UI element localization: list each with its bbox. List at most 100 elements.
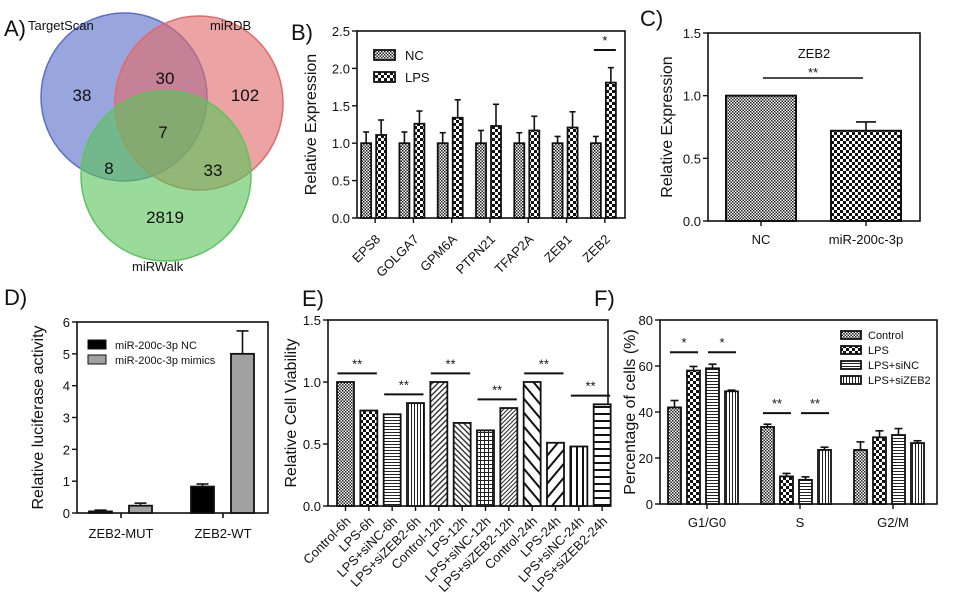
panel-label-b: B) — [291, 20, 313, 45]
bar — [88, 510, 113, 514]
bar — [686, 369, 701, 505]
venn-circle-mirwalk — [80, 90, 252, 262]
legend-swatch — [840, 330, 862, 340]
chart-c: 0.0 0.5 1.0 1.5 Relative Expression NC miR-200… — [659, 26, 921, 247]
bar — [475, 142, 487, 219]
legend-label: miR-200c-3p NC — [115, 340, 197, 352]
y-tick-label: 0 — [646, 497, 653, 512]
significance-mark: ** — [352, 356, 362, 371]
x-tick-label: ZEB2-MUT — [89, 526, 154, 541]
bar — [798, 478, 813, 505]
venn-region-count: 8 — [104, 159, 113, 178]
legend-swatch — [840, 360, 862, 370]
significance-mark: ** — [808, 65, 818, 80]
x-tick-label: S — [796, 515, 805, 530]
y-tick-label: 1.0 — [683, 89, 701, 104]
y-axis-label: Relative luciferase activity — [30, 325, 47, 509]
bar — [551, 142, 564, 219]
bar — [566, 126, 579, 219]
y-tick-label: 1 — [63, 474, 70, 489]
legend-swatch — [87, 354, 107, 365]
y-tick-label: 0.5 — [683, 151, 701, 166]
bar — [528, 129, 541, 219]
y-tick-label: 20 — [639, 451, 653, 466]
legend-label: LPS — [868, 345, 889, 357]
y-tick-label: 60 — [639, 359, 653, 374]
chart-d: 0 1 2 3 4 5 6 Relative luciferase activity ZEB2-… — [30, 315, 269, 541]
legend-swatch — [840, 345, 862, 355]
x-tick-label: NC — [752, 232, 771, 247]
bar — [360, 142, 373, 219]
bar — [359, 409, 379, 507]
y-tick-label: 0.5 — [332, 174, 350, 189]
venn-set-label: TargetScan — [28, 18, 94, 33]
bar — [513, 142, 526, 219]
legend-swatch — [87, 339, 107, 350]
bar — [230, 352, 255, 514]
y-tick-label: 40 — [639, 405, 653, 420]
x-tick-label: TFAP2A — [492, 231, 537, 276]
panel-label-c: C) — [640, 6, 663, 31]
bar — [452, 422, 472, 507]
bar — [872, 436, 887, 505]
bar — [569, 445, 589, 507]
y-tick-label: 1.5 — [332, 99, 350, 114]
chart-title: ZEB2 — [798, 46, 831, 61]
significance-mark: ** — [445, 356, 455, 371]
bar — [779, 475, 794, 505]
significance-mark: ** — [585, 379, 595, 394]
x-tick-label: G1/G0 — [688, 515, 726, 530]
bar — [190, 485, 215, 514]
panel-label-a: A) — [4, 16, 26, 41]
significance-mark: * — [719, 335, 724, 350]
x-tick-label: ZEB2 — [579, 232, 613, 266]
y-tick-label: 0.0 — [303, 499, 321, 514]
venn-region-count: 7 — [158, 123, 167, 142]
y-axis-label: Relative Expression — [659, 56, 676, 197]
y-tick-label: 1.0 — [332, 136, 350, 151]
significance-mark: * — [602, 33, 607, 48]
legend-label: LPS — [405, 70, 430, 85]
significance-mark: ** — [399, 377, 409, 392]
legend-label: NC — [405, 48, 424, 63]
x-tick-label: G2/M — [877, 515, 909, 530]
legend-label: miR-200c-3p mimics — [115, 355, 216, 367]
x-tick-label: PTPN21 — [453, 232, 498, 277]
venn-region-count: 102 — [231, 86, 259, 105]
y-axis-label: Relative Expression — [303, 54, 320, 195]
y-tick-label: 5 — [63, 347, 70, 362]
y-tick-label: 2.0 — [332, 61, 350, 76]
y-tick-label: 6 — [63, 315, 70, 330]
bar — [429, 381, 449, 507]
legend-swatch — [373, 71, 396, 83]
legend-swatch — [373, 49, 396, 61]
x-tick-label: miR-200c-3p — [829, 232, 903, 247]
bar — [451, 116, 464, 219]
panel-label-d: D) — [4, 285, 27, 310]
legend-label: LPS+siNC — [868, 360, 919, 372]
y-tick-label: 0.0 — [683, 214, 701, 229]
venn-region-count: 30 — [156, 69, 175, 88]
legend-swatch — [840, 375, 862, 385]
y-tick-label: 1.0 — [303, 375, 321, 390]
bar — [546, 441, 565, 507]
significance-mark: * — [681, 335, 686, 350]
significance-mark: ** — [772, 396, 782, 411]
bar — [522, 381, 542, 507]
y-tick-label: 4 — [63, 379, 70, 394]
bar — [592, 403, 612, 507]
bar — [499, 407, 519, 507]
venn-region-count: 33 — [204, 161, 223, 180]
venn-region-count: 38 — [73, 86, 92, 105]
x-tick-label: EPS8 — [349, 232, 383, 266]
x-tick-label: ZEB1 — [541, 232, 575, 266]
legend-label: Control — [868, 330, 903, 342]
bar — [413, 122, 426, 219]
venn-set-label: miRWalk — [132, 259, 184, 274]
plot-frame — [707, 32, 921, 222]
bar — [128, 504, 153, 514]
y-tick-label: 0.5 — [303, 437, 321, 452]
